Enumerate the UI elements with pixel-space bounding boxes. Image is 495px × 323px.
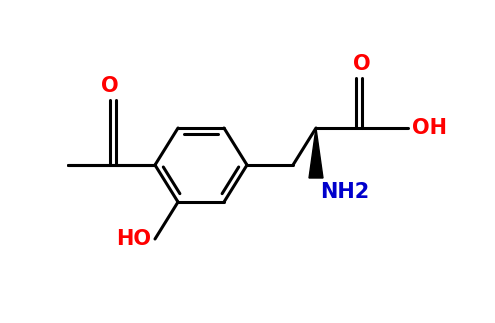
Text: NH2: NH2: [320, 182, 369, 202]
Text: O: O: [101, 76, 119, 96]
Text: OH: OH: [412, 118, 447, 138]
Text: O: O: [353, 54, 371, 74]
Polygon shape: [309, 128, 323, 178]
Text: HO: HO: [116, 229, 151, 249]
